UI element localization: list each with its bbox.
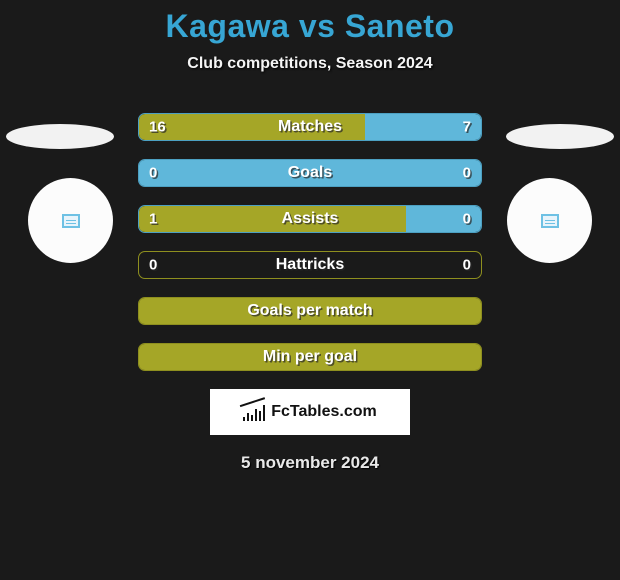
player-left-avatar [28,178,113,263]
stat-row: Min per goal [138,343,482,371]
stat-value-left: 0 [149,257,157,274]
footer-date: 5 november 2024 [0,453,620,473]
stat-fill-right [139,160,481,186]
image-placeholder-icon [62,214,80,228]
logo-bar [259,411,261,421]
stat-bars: 167Matches00Goals10Assists00HattricksGoa… [138,113,482,371]
stat-value-left: 16 [149,119,166,136]
stat-value-right: 0 [463,211,471,228]
stat-label: Hattricks [139,256,481,274]
stat-fill-left [139,298,481,324]
player-right-ellipse [506,124,614,149]
stat-fill-left [139,206,406,232]
stat-fill-left [139,344,481,370]
stat-fill-left [139,114,365,140]
logo-bar [243,417,245,421]
stat-row: Goals per match [138,297,482,325]
page-title: Kagawa vs Saneto [0,8,620,45]
logo-bar [247,413,249,421]
player-right-avatar [507,178,592,263]
stat-row: 00Goals [138,159,482,187]
comparison-card: Kagawa vs Saneto Club competitions, Seas… [0,0,620,473]
player-left-ellipse [6,124,114,149]
subtitle: Club competitions, Season 2024 [0,55,620,73]
stat-row: 10Assists [138,205,482,233]
stat-value-left: 0 [149,165,157,182]
logo-text: FcTables.com [271,403,377,421]
logo-bar [263,405,265,421]
logo-bar [255,409,257,421]
stat-value-right: 0 [463,165,471,182]
fctables-logo: FcTables.com [210,389,410,435]
logo-bar [251,415,253,421]
logo-chart-icon [243,403,265,421]
stat-row: 167Matches [138,113,482,141]
stat-value-right: 7 [463,119,471,136]
stat-value-left: 1 [149,211,157,228]
image-placeholder-icon [541,214,559,228]
stat-value-right: 0 [463,257,471,274]
stat-row: 0 0Hattricks [138,251,482,279]
